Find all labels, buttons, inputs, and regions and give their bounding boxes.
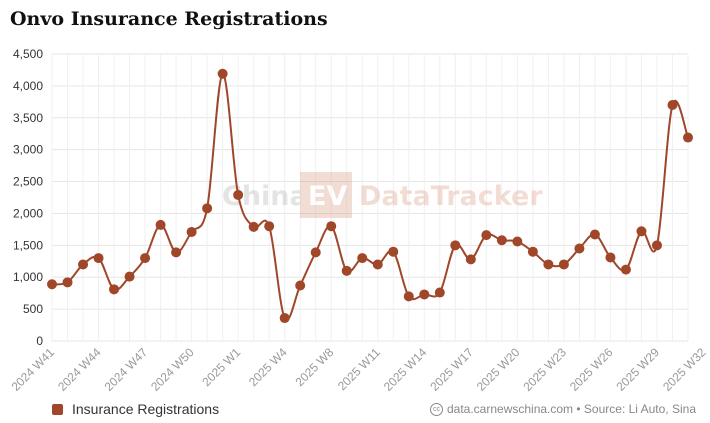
grid-lines bbox=[51, 53, 689, 342]
data-point bbox=[233, 189, 244, 200]
data-point bbox=[78, 259, 89, 270]
legend-label: Insurance Registrations bbox=[72, 401, 220, 417]
data-point bbox=[124, 271, 135, 282]
data-point bbox=[155, 219, 166, 230]
data-point bbox=[310, 247, 321, 258]
y-tick-label: 4,500 bbox=[13, 47, 43, 61]
data-point bbox=[605, 252, 616, 263]
data-point bbox=[481, 230, 492, 241]
data-point bbox=[140, 253, 151, 264]
x-tick-label: 2025 W26 bbox=[567, 345, 616, 394]
source-text: data.carnewschina.com • Source: Li Auto,… bbox=[446, 402, 696, 416]
x-tick-label: 2025 W11 bbox=[335, 345, 383, 393]
watermark-ev-box bbox=[300, 172, 352, 218]
data-point bbox=[465, 254, 476, 265]
data-point bbox=[527, 246, 538, 257]
x-tick-label: 2025 W8 bbox=[292, 345, 336, 389]
x-tick-label: 2024 W44 bbox=[55, 345, 104, 394]
data-point bbox=[558, 259, 569, 270]
x-tick-label: 2025 W14 bbox=[381, 345, 430, 394]
data-point bbox=[186, 226, 197, 237]
x-tick-label: 2024 W41 bbox=[9, 345, 58, 394]
watermark-datatracker: DataTracker bbox=[359, 181, 543, 212]
y-tick-label: 3,500 bbox=[13, 111, 43, 125]
data-point bbox=[434, 287, 445, 298]
data-point bbox=[403, 291, 414, 302]
data-point bbox=[47, 279, 57, 290]
chart-title: Onvo Insurance Registrations bbox=[10, 8, 328, 30]
data-point bbox=[202, 203, 213, 214]
series-insurance-registrations bbox=[47, 68, 693, 324]
data-point bbox=[62, 277, 73, 288]
y-tick-label: 0 bbox=[36, 334, 43, 348]
data-point bbox=[295, 280, 306, 291]
legend[interactable]: Insurance Registrations bbox=[52, 401, 219, 417]
data-point bbox=[388, 246, 399, 257]
x-tick-label: 2025 W20 bbox=[474, 345, 523, 394]
y-tick-label: 3,000 bbox=[13, 143, 43, 157]
x-tick-label: 2024 W47 bbox=[102, 345, 151, 394]
y-tick-label: 1,000 bbox=[13, 270, 43, 284]
data-point bbox=[357, 253, 368, 264]
data-point bbox=[496, 235, 507, 246]
data-point bbox=[450, 240, 461, 251]
y-tick-label: 2,000 bbox=[13, 206, 43, 220]
y-tick-label: 500 bbox=[23, 302, 43, 316]
data-point bbox=[171, 247, 182, 258]
watermark: China EV DataTracker bbox=[222, 172, 543, 218]
data-point bbox=[326, 221, 337, 232]
y-tick-label: 2,500 bbox=[13, 175, 43, 189]
data-point bbox=[651, 240, 662, 251]
data-point bbox=[667, 100, 678, 111]
x-tick-label: 2025 W32 bbox=[660, 345, 709, 394]
cc-icon: cc bbox=[429, 402, 443, 416]
data-point bbox=[341, 265, 352, 276]
data-point bbox=[372, 259, 383, 270]
data-point bbox=[620, 264, 631, 275]
data-point bbox=[109, 284, 120, 295]
y-tick-label: 4,000 bbox=[13, 79, 43, 93]
x-tick-label: 2025 W1 bbox=[199, 345, 243, 389]
x-tick-label: 2025 W17 bbox=[427, 345, 476, 394]
watermark-ev: EV bbox=[308, 181, 347, 212]
legend-swatch bbox=[52, 403, 63, 415]
data-point bbox=[589, 229, 600, 240]
data-point bbox=[248, 221, 259, 232]
y-axis-ticks: 0 500 1,000 1,500 2,000 2,500 3,000 3,500 4,000 4… bbox=[13, 47, 43, 348]
x-tick-label: 2025 W29 bbox=[614, 345, 663, 394]
x-tick-label: 2025 W23 bbox=[520, 345, 569, 394]
y-tick-label: 1,500 bbox=[13, 238, 43, 252]
data-point bbox=[574, 243, 585, 254]
x-tick-label: 2024 W50 bbox=[148, 345, 197, 394]
source-credit: cc data.carnewschina.com • Source: Li Au… bbox=[429, 402, 696, 416]
data-point bbox=[279, 313, 290, 324]
data-point bbox=[683, 132, 693, 143]
x-tick-label: 2025 W4 bbox=[246, 345, 290, 389]
data-point bbox=[543, 259, 554, 270]
data-point bbox=[512, 236, 523, 247]
data-point bbox=[93, 253, 104, 264]
data-point bbox=[419, 289, 430, 300]
data-point bbox=[217, 68, 228, 79]
data-point bbox=[636, 226, 647, 237]
data-point bbox=[264, 221, 275, 232]
